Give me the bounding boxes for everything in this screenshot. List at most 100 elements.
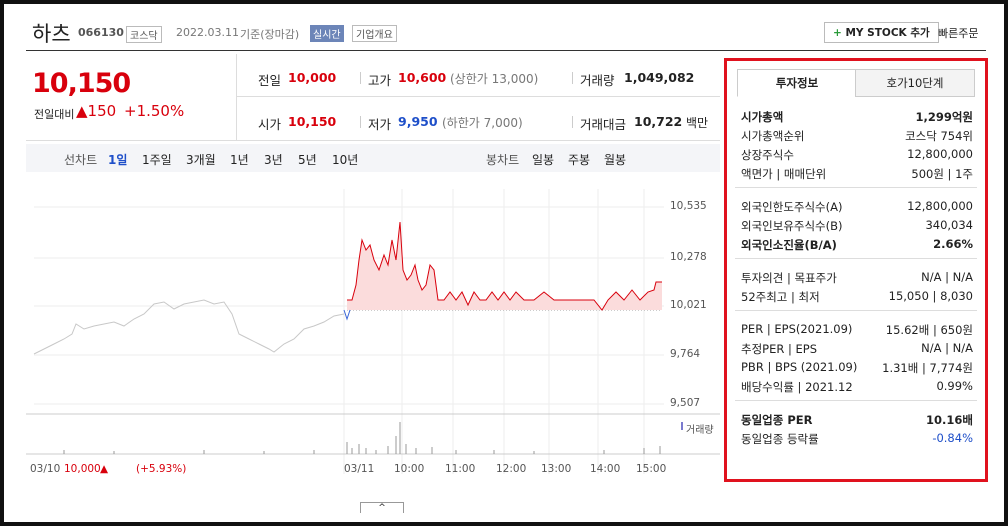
summary-note: (하한가 7,000)	[442, 116, 523, 130]
period-tab[interactable]: 5년	[298, 153, 317, 167]
stock-code: 066130	[78, 26, 124, 39]
overview-dropdown[interactable]: 기업개요	[352, 25, 397, 42]
stock-name: 하츠	[32, 22, 71, 46]
info-value: 1.31배 | 7,774원	[882, 361, 973, 375]
info-value: 500원 | 1주	[911, 167, 973, 181]
mystock-button[interactable]: + MY STOCK 추가	[824, 22, 939, 43]
info-row: PER | EPS(2021.09) 15.62배 | 650원	[741, 322, 973, 337]
candle-tab[interactable]: 일봉	[532, 153, 555, 167]
info-row: 외국인한도주식수(A) 12,800,000	[741, 199, 973, 215]
y-axis-label: 10,278	[670, 251, 707, 263]
info-value: 15,050 | 8,030	[888, 289, 973, 303]
summary-value: 10,600	[398, 70, 447, 85]
info-label: 투자의견 | 목표주가	[741, 271, 837, 285]
info-row: 투자의견 | 목표주가 N/A | N/A	[741, 270, 973, 286]
up-arrow: ▲	[76, 102, 88, 120]
collapse-button[interactable]: ^	[360, 502, 404, 513]
info-tab[interactable]: 투자정보	[737, 69, 857, 97]
y-axis-label: 10,535	[670, 200, 707, 212]
summary-label: 고가	[368, 73, 392, 88]
info-label: 액면가 | 매매단위	[741, 167, 827, 181]
info-label: PER | EPS(2021.09)	[741, 322, 853, 336]
y-axis-label: 9,507	[670, 397, 701, 409]
summary-note: (상한가 13,000)	[450, 72, 539, 86]
info-label: 상장주식수	[741, 148, 794, 162]
period-tab[interactable]: 1일	[108, 153, 128, 167]
info-label: 외국인보유주식수(B)	[741, 219, 843, 233]
info-value: N/A | N/A	[921, 341, 973, 355]
info-row: 시가총액순위 코스닥 754위	[741, 128, 973, 144]
info-value: 10.16배	[926, 413, 973, 427]
period-tab[interactable]: 3개월	[186, 153, 216, 167]
separator	[735, 187, 977, 188]
info-label: 외국인소진율(B/A)	[741, 238, 837, 252]
info-value: 0.99%	[936, 379, 973, 393]
info-label: 동일업종 등락률	[741, 432, 819, 446]
divider	[360, 72, 361, 84]
prev-day-line	[33, 299, 345, 355]
info-tab[interactable]: 호가10단계	[855, 69, 975, 97]
candle-chart-label: 봉차트	[486, 153, 520, 167]
divider	[572, 72, 573, 84]
summary-label: 전일	[258, 73, 282, 88]
divider	[572, 116, 573, 128]
info-value: 12,800,000	[907, 199, 973, 213]
tab-bar	[26, 144, 720, 172]
change-label: 전일대비	[34, 108, 75, 121]
info-value: 12,800,000	[907, 147, 973, 161]
info-value: 2.66%	[933, 237, 973, 251]
x-axis-label: 10:00	[394, 463, 425, 475]
summary-value: 9,950	[398, 114, 438, 129]
separator	[735, 310, 977, 311]
prev-rate: (+5.93%)	[136, 463, 187, 475]
realtime-badge[interactable]: 실시간	[310, 25, 344, 42]
intraday-chart	[26, 189, 720, 474]
info-row: 동일업종 PER 10.16배	[741, 412, 973, 428]
period-tab[interactable]: 3년	[264, 153, 283, 167]
divider	[360, 116, 361, 128]
separator	[735, 400, 977, 401]
date: 2022.03.11	[176, 26, 239, 39]
prev-day: 03/10	[30, 463, 61, 475]
period-tab[interactable]: 1년	[230, 153, 249, 167]
x-axis-label: 11:00	[445, 463, 476, 475]
info-row: 52주최고 | 최저 15,050 | 8,030	[741, 289, 973, 305]
period-tab[interactable]: 1주일	[142, 153, 172, 167]
candle-tab[interactable]: 주봉	[568, 153, 591, 167]
quick-order[interactable]: 빠른주문	[938, 27, 979, 40]
info-row: 배당수익률 | 2021.12 0.99%	[741, 379, 973, 395]
summary-label: 거래대금	[580, 117, 627, 132]
price-area	[347, 222, 662, 310]
info-row: 추정PER | EPS N/A | N/A	[741, 341, 973, 357]
summary-label: 시가	[258, 117, 282, 132]
prev-change: ▲	[100, 463, 109, 475]
price-line	[347, 221, 662, 311]
change-value: 150	[87, 102, 117, 120]
info-label: 동일업종 PER	[741, 413, 813, 427]
summary-value: 1,049,082	[624, 70, 695, 85]
summary-value: 10,722	[634, 114, 683, 129]
summary-note: 백만	[686, 116, 709, 130]
info-row: 액면가 | 매매단위 500원 | 1주	[741, 166, 973, 182]
mystock-text: MY STOCK 추가	[845, 27, 930, 39]
info-value: -0.84%	[932, 431, 973, 445]
info-label: 시가총액순위	[741, 129, 805, 143]
x-axis-label: 15:00	[636, 463, 667, 475]
info-value: 15.62배 | 650원	[885, 323, 973, 337]
info-label: 외국인한도주식수(A)	[741, 200, 843, 214]
info-label: 배당수익률 | 2021.12	[741, 380, 853, 394]
info-label: 시가총액	[741, 110, 784, 124]
info-row: 외국인소진율(B/A) 2.66%	[741, 237, 973, 253]
period-tab[interactable]: 10년	[332, 153, 359, 167]
candle-tab[interactable]: 월봉	[604, 153, 627, 167]
volume-bars	[63, 422, 661, 454]
change: ▲150	[76, 102, 116, 120]
summary-label: 거래량	[580, 73, 615, 88]
info-row: 상장주식수 12,800,000	[741, 147, 973, 163]
x-axis-label: 14:00	[590, 463, 621, 475]
summary-value: 10,000	[288, 70, 337, 85]
info-row: 동일업종 등락률 -0.84%	[741, 431, 973, 447]
x-axis-label: 13:00	[541, 463, 572, 475]
basis: 기준(장마감)	[240, 28, 300, 41]
